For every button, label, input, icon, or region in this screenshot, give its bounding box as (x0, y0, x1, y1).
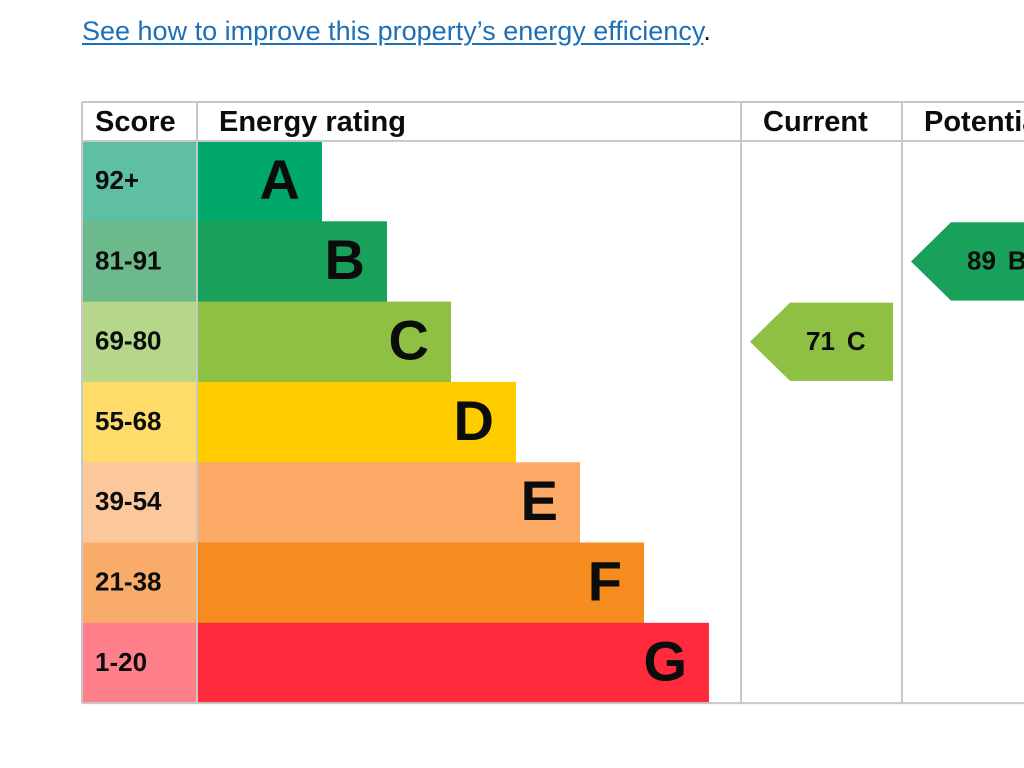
rating-letter: F (588, 549, 622, 612)
rating-letter: E (521, 469, 558, 532)
column-header: Potential (924, 106, 1024, 138)
improve-link[interactable]: See how to improve this property’s energ… (82, 16, 704, 46)
rating-arrow-label: 89 B (967, 245, 1024, 275)
rating-bar (197, 622, 709, 704)
rating-letter: C (389, 309, 429, 372)
score-cell (82, 301, 197, 383)
rating-bar (197, 301, 451, 383)
rating-bar (197, 542, 644, 624)
score-range: 39-54 (95, 486, 162, 516)
link-line: See how to improve this property’s energ… (82, 16, 711, 47)
score-cell (82, 462, 197, 543)
rating-letter: D (454, 389, 494, 452)
rating-value: 71 (806, 326, 835, 356)
link-period: . (703, 16, 711, 46)
score-cell (82, 622, 197, 704)
score-range: 69-80 (95, 326, 162, 356)
column-header: Current (763, 106, 868, 138)
rating-letter: C (847, 326, 866, 356)
column-header: Energy rating (219, 106, 406, 138)
potential-rating: 89 B (911, 222, 1024, 301)
rating-letter: A (260, 148, 300, 211)
score-cell (82, 141, 197, 222)
rating-arrow-label: 71 C (806, 326, 866, 356)
rating-arrow (911, 222, 1024, 301)
rating-bar (197, 221, 387, 303)
rating-letter: B (1008, 245, 1024, 275)
score-cell (82, 221, 197, 303)
score-range: 1-20 (95, 647, 147, 677)
rating-arrow (750, 302, 893, 381)
column-header: Score (95, 106, 176, 138)
rating-letter: B (325, 228, 365, 291)
current-rating: 71 C (750, 302, 893, 381)
rating-value: 89 (967, 245, 996, 275)
score-range: 92+ (95, 165, 139, 195)
score-range: 81-91 (95, 245, 162, 275)
score-cell (82, 542, 197, 624)
score-cell (82, 381, 197, 463)
rating-bar (197, 462, 580, 543)
score-range: 21-38 (95, 567, 162, 597)
score-range: 55-68 (95, 406, 162, 436)
rating-letter: G (643, 630, 687, 693)
rating-bar (197, 141, 322, 222)
rating-bar (197, 381, 516, 463)
